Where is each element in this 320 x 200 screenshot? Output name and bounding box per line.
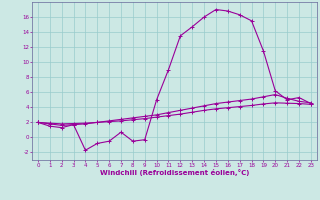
X-axis label: Windchill (Refroidissement éolien,°C): Windchill (Refroidissement éolien,°C)	[100, 169, 249, 176]
